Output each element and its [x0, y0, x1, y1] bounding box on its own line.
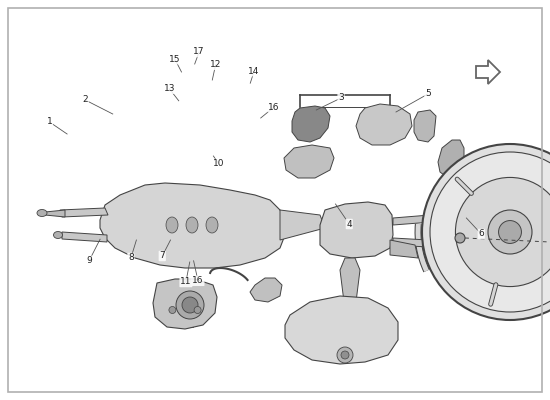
Polygon shape: [100, 183, 285, 268]
Text: 17: 17: [194, 48, 205, 56]
Circle shape: [341, 351, 349, 359]
Circle shape: [498, 220, 521, 244]
Polygon shape: [393, 238, 428, 247]
Text: 8: 8: [128, 254, 134, 262]
Circle shape: [194, 306, 201, 314]
Circle shape: [422, 144, 550, 320]
Text: 7: 7: [160, 252, 165, 260]
Circle shape: [455, 178, 550, 286]
Circle shape: [182, 297, 198, 313]
Bar: [420, 118, 430, 136]
Text: 3: 3: [338, 94, 344, 102]
Circle shape: [176, 291, 204, 319]
Polygon shape: [476, 60, 500, 84]
Polygon shape: [390, 240, 418, 258]
Text: 16: 16: [268, 103, 279, 112]
Polygon shape: [320, 202, 393, 258]
Text: 4: 4: [346, 220, 352, 228]
Text: 2: 2: [82, 96, 88, 104]
Polygon shape: [280, 210, 325, 240]
Polygon shape: [438, 140, 464, 178]
Circle shape: [455, 233, 465, 243]
Text: 12: 12: [210, 60, 221, 69]
Text: 11: 11: [180, 278, 191, 286]
Polygon shape: [285, 296, 398, 364]
Ellipse shape: [53, 232, 63, 238]
Polygon shape: [393, 215, 432, 225]
Circle shape: [430, 152, 550, 312]
Ellipse shape: [430, 214, 442, 222]
Polygon shape: [60, 208, 108, 217]
Text: 15: 15: [169, 55, 180, 64]
Polygon shape: [153, 279, 217, 329]
Text: 1: 1: [47, 118, 52, 126]
Polygon shape: [292, 106, 330, 142]
Text: 16: 16: [192, 276, 204, 285]
Text: 13: 13: [164, 84, 175, 93]
Polygon shape: [62, 232, 107, 242]
Polygon shape: [45, 210, 65, 217]
Text: 6: 6: [478, 230, 484, 238]
Circle shape: [337, 347, 353, 363]
Polygon shape: [356, 104, 412, 145]
Circle shape: [488, 210, 532, 254]
Text: 14: 14: [249, 67, 260, 76]
Bar: [177, 319, 193, 327]
Polygon shape: [340, 258, 360, 310]
Text: 10: 10: [213, 160, 224, 168]
Ellipse shape: [37, 210, 47, 216]
Ellipse shape: [428, 240, 440, 246]
Polygon shape: [414, 110, 436, 142]
Ellipse shape: [166, 217, 178, 233]
Polygon shape: [284, 145, 334, 178]
Ellipse shape: [206, 217, 218, 233]
Ellipse shape: [186, 217, 198, 233]
Text: 5: 5: [425, 90, 431, 98]
Circle shape: [169, 306, 176, 314]
Text: 9: 9: [86, 256, 92, 265]
Polygon shape: [250, 278, 282, 302]
